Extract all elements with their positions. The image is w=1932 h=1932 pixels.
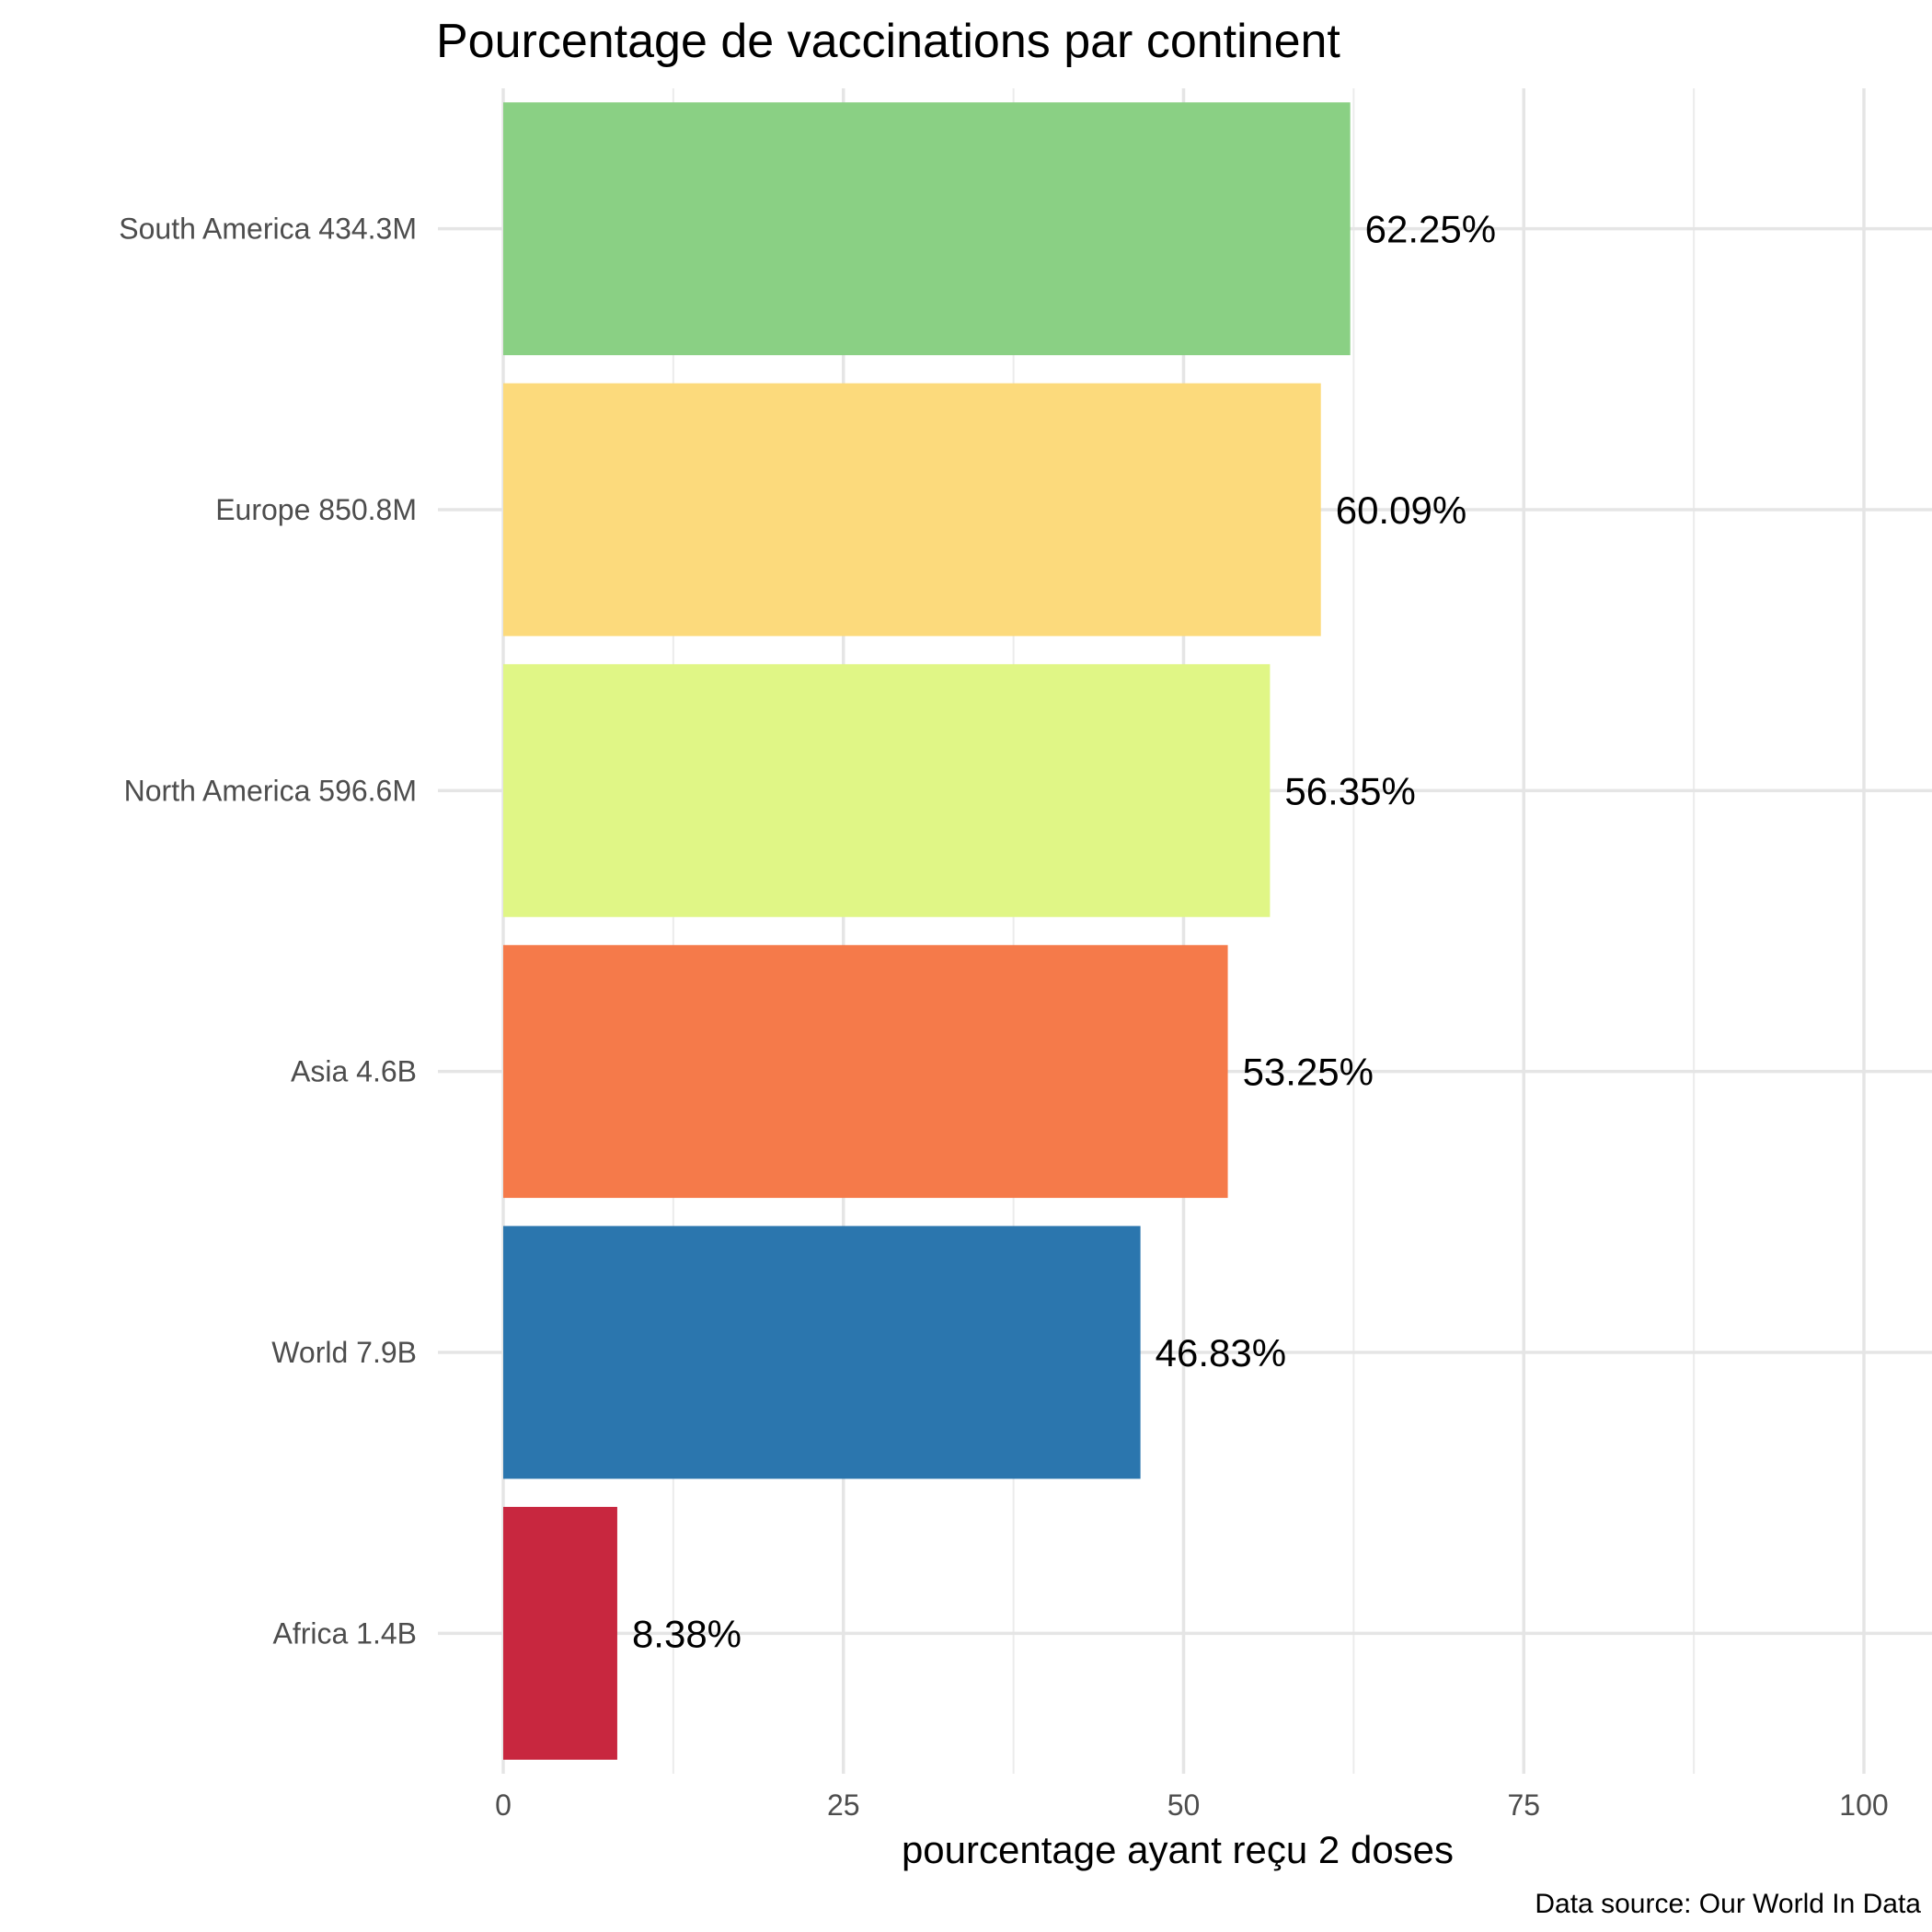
category-label: World 7.9B <box>271 1336 417 1369</box>
bars <box>503 102 1351 1760</box>
bar <box>503 663 1271 917</box>
bar <box>503 1506 617 1760</box>
bar <box>503 945 1228 1199</box>
bar <box>503 1225 1141 1479</box>
bar <box>503 383 1321 637</box>
x-tick-label: 0 <box>495 1788 512 1822</box>
x-tick-label: 50 <box>1167 1788 1201 1822</box>
bar-value-label: 8.38% <box>632 1612 742 1655</box>
category-label: Asia 4.6B <box>291 1055 417 1088</box>
category-label: Africa 1.4B <box>272 1616 417 1650</box>
category-label: North America 596.6M <box>124 774 417 807</box>
bar-value-label: 60.09% <box>1336 489 1466 532</box>
bar-value-label: 56.35% <box>1284 769 1415 812</box>
data-labels: 62.25% 60.09% 56.35% 53.25% 46.83% 8.38% <box>632 208 1496 1656</box>
data-source-caption: Data source: Our World In Data <box>1535 1889 1921 1919</box>
x-axis-tick-labels: 0 25 50 75 100 <box>495 1788 1889 1822</box>
y-axis-tick-labels: South America 434.3M Europe 850.8M North A… <box>119 213 417 1650</box>
chart-title: Pourcentage de vaccinations par continen… <box>436 15 1340 68</box>
category-label: Europe 850.8M <box>215 493 417 526</box>
x-tick-label: 75 <box>1507 1788 1540 1822</box>
bar-value-label: 53.25% <box>1243 1051 1374 1094</box>
x-tick-label: 100 <box>1839 1788 1888 1822</box>
bar <box>503 102 1351 356</box>
category-label: South America 434.3M <box>119 213 417 246</box>
x-tick-label: 25 <box>827 1788 860 1822</box>
bar-value-label: 62.25% <box>1365 208 1496 251</box>
bar-value-label: 46.83% <box>1156 1331 1286 1374</box>
x-axis-label: pourcentage ayant reçu 2 doses <box>902 1828 1454 1871</box>
